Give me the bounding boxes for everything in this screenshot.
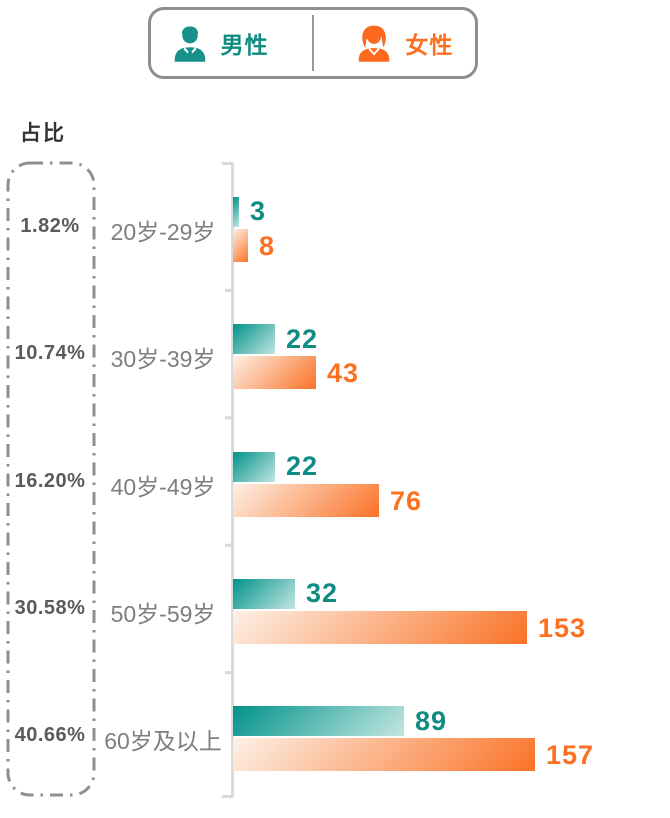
age-group-label: 30岁-39岁	[110, 346, 216, 373]
age-group-label: 60岁及以上	[104, 728, 222, 755]
legend-divider	[311, 15, 314, 71]
male-value-label: 89	[415, 705, 448, 736]
ratio-value: 1.82%	[20, 214, 80, 237]
male-bar	[233, 706, 404, 737]
female-value-label: 157	[546, 740, 595, 771]
legend-item-female: 女性	[357, 24, 453, 62]
male-person-icon	[174, 26, 205, 62]
male-bar	[233, 324, 275, 355]
male-bar	[233, 451, 275, 482]
ratio-value: 30.58%	[14, 596, 86, 619]
female-person-icon	[359, 25, 390, 62]
ratio-dashed-box	[6, 161, 96, 797]
female-value-label: 76	[390, 485, 423, 516]
ratio-axis-title: 占比	[20, 122, 66, 145]
male-value-label: 3	[250, 196, 267, 227]
legend-label-male: 男性	[220, 32, 269, 58]
male-bar	[233, 578, 295, 609]
female-value-label: 43	[327, 358, 360, 389]
male-value-label: 32	[306, 578, 339, 609]
female-bar	[233, 356, 316, 390]
female-bar	[233, 610, 527, 644]
age-group-label: 20岁-29岁	[110, 218, 216, 245]
ratio-value: 10.74%	[14, 342, 86, 365]
axis-line	[222, 162, 234, 798]
female-value-label: 8	[259, 230, 276, 261]
ratio-value: 40.66%	[14, 724, 86, 747]
age-group-label: 50岁-59岁	[110, 600, 216, 627]
ratio-value: 16.20%	[14, 469, 86, 492]
male-value-label: 22	[286, 323, 319, 354]
female-bar	[233, 738, 535, 772]
female-bar	[233, 228, 248, 262]
legend: 男性 女性	[148, 7, 478, 79]
female-value-label: 153	[538, 612, 587, 643]
male-value-label: 22	[286, 451, 319, 481]
age-group-label: 40岁-49岁	[110, 473, 216, 500]
male-bar	[233, 196, 239, 227]
legend-item-male: 男性	[173, 24, 269, 62]
legend-label-female: 女性	[405, 32, 454, 58]
female-bar	[233, 483, 379, 517]
